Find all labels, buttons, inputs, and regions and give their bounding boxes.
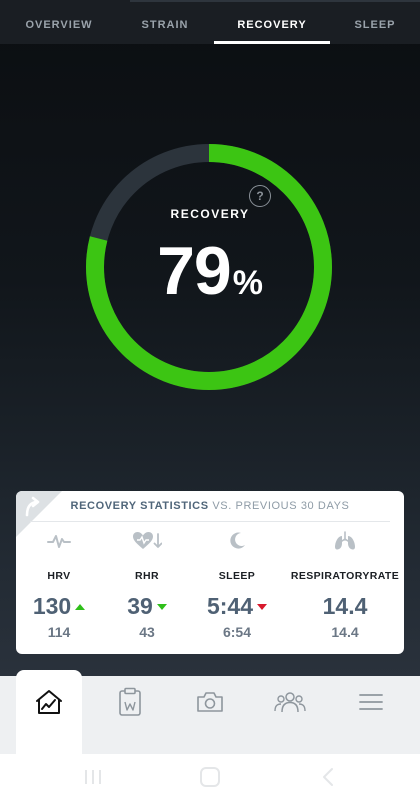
curved-arrow-icon[interactable] <box>21 495 41 517</box>
top-tab-bar: OVERVIEW STRAIN RECOVERY SLEEP <box>0 0 420 44</box>
team-icon[interactable] <box>270 682 310 722</box>
stat-value: 130 <box>16 593 102 620</box>
stat-rhr: RHR 39 43 <box>104 529 190 640</box>
stat-label-line2: RATE <box>369 569 400 582</box>
stat-label: HRV <box>47 569 71 582</box>
recovery-label: RECOVERY <box>170 207 250 221</box>
stat-value-text: 39 <box>127 593 153 619</box>
system-nav-bar <box>0 754 420 800</box>
stat-label: SLEEP <box>218 569 256 582</box>
menu-icon[interactable] <box>351 682 391 722</box>
stat-previous: 6:54 <box>222 624 252 640</box>
home-icon[interactable] <box>197 764 223 790</box>
stat-value: 5:44 <box>194 593 280 620</box>
clipboard-icon[interactable] <box>110 682 150 722</box>
stat-previous: 114 <box>47 624 71 640</box>
pulse-icon <box>16 529 102 553</box>
tab-sleep[interactable]: SLEEP <box>354 19 396 31</box>
stat-label: RESPIRATORY RATE <box>291 563 399 589</box>
card-corner <box>16 491 62 537</box>
card-title-sub: VS. PREVIOUS 30 DAYS <box>212 500 350 512</box>
stat-respiratory-rate: RESPIRATORY RATE 14.4 14.4 <box>291 529 399 640</box>
active-tab-indicator <box>214 41 330 44</box>
recents-icon[interactable] <box>80 764 106 790</box>
trend-down-icon <box>156 603 167 610</box>
help-icon[interactable]: ? <box>249 185 271 207</box>
stat-sleep: SLEEP 5:44 6:54 <box>194 529 280 640</box>
recovery-ring <box>86 144 332 390</box>
camera-icon[interactable] <box>190 682 230 722</box>
stat-previous: 43 <box>139 624 155 640</box>
tab-strain[interactable]: STRAIN <box>141 19 189 31</box>
trend-down-icon <box>257 603 268 610</box>
recovery-statistics-card[interactable]: RECOVERY STATISTICS VS. PREVIOUS 30 DAYS… <box>16 491 404 654</box>
home-chart-icon[interactable] <box>29 682 69 722</box>
stat-label-line1: RESPIRATORY <box>290 569 370 582</box>
tab-overview[interactable]: OVERVIEW <box>25 19 93 31</box>
bottom-nav <box>0 670 420 754</box>
stat-value: 39 <box>104 593 190 620</box>
card-divider <box>30 521 390 522</box>
lungs-icon <box>300 529 390 553</box>
stat-label: RHR <box>135 569 159 582</box>
stat-value: 14.4 <box>300 593 390 620</box>
moon-icon <box>194 529 280 553</box>
stat-hrv: HRV 130 114 <box>16 529 102 640</box>
stat-value-text: 130 <box>32 593 72 619</box>
stat-previous: 14.4 <box>331 624 359 640</box>
tab-recovery[interactable]: RECOVERY <box>237 19 307 31</box>
card-title: RECOVERY STATISTICS VS. PREVIOUS 30 DAYS <box>16 500 404 512</box>
ring-progress <box>86 144 332 390</box>
card-title-main: RECOVERY STATISTICS <box>70 500 209 512</box>
recovery-score-value: 79 <box>157 233 232 309</box>
recovery-score: 79% <box>0 232 420 310</box>
trend-up-icon <box>75 603 86 610</box>
back-icon[interactable] <box>315 764 341 790</box>
stat-value-text: 14.4 <box>322 593 368 619</box>
recovery-score-unit: % <box>232 264 263 302</box>
heart-down-icon <box>104 529 190 553</box>
stat-value-text: 5:44 <box>206 593 254 619</box>
tab-bar-top-line <box>130 0 420 2</box>
